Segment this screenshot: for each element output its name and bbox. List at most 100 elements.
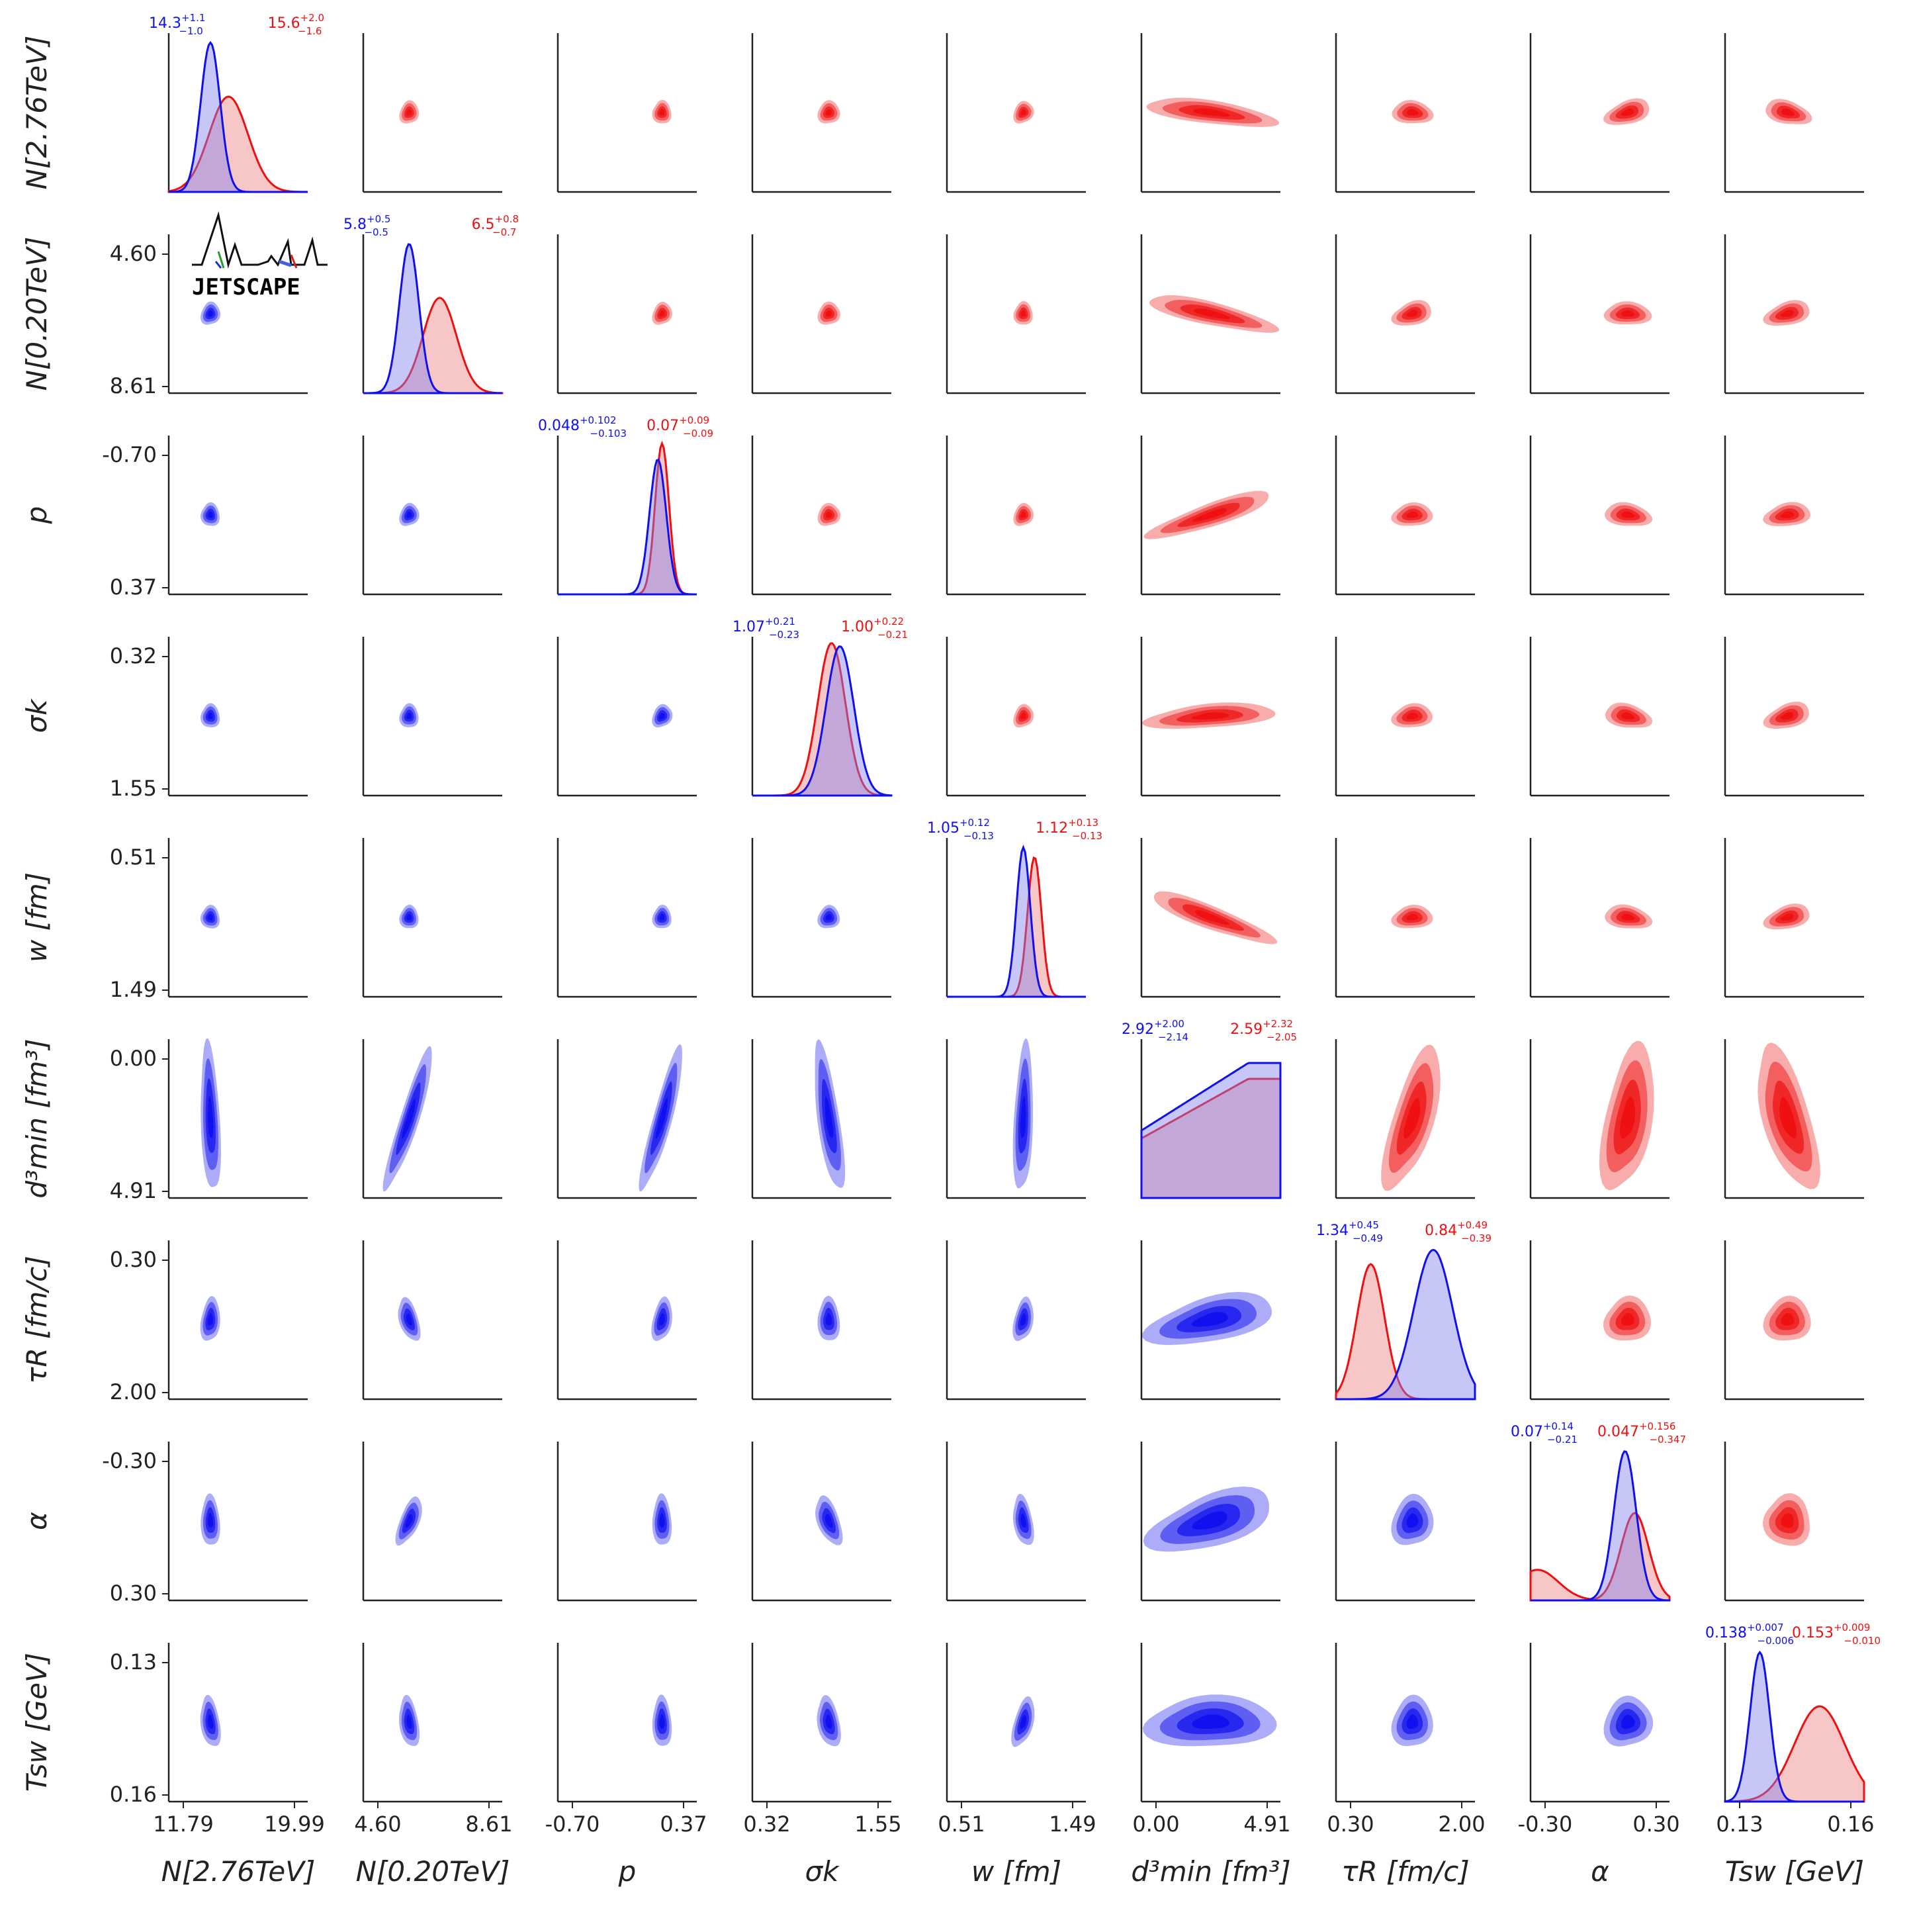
marginal-red-N276: [167, 95, 308, 193]
panel-N276-vs-tauR: [1335, 33, 1475, 193]
panel-Tsw-vs-tauR: [1335, 1643, 1475, 1803]
estimate-red-plus: +0.156: [1639, 1420, 1676, 1432]
panel-w-vs-Tsw: [1724, 838, 1864, 998]
panel-3-7-contour-4: [1621, 712, 1635, 719]
panel-N020-vs-N020: 5.8+0.5 −0.5 6.5+0.8 −0.7: [343, 213, 519, 394]
x-axis-label-tauR: τR [fm/c]: [1341, 1855, 1470, 1888]
marginal-blue-dmin: [1140, 1062, 1282, 1199]
y-tick-label-p-0: -0.70: [102, 442, 157, 467]
x-axis-label-p: p: [618, 1855, 637, 1888]
panel-0-7-contour-4: [1621, 109, 1634, 116]
panel-p-vs-sigk: [751, 436, 891, 596]
estimate-blue-p: 0.048+0.102 −0.103: [538, 414, 627, 439]
y-axis-label-tauR: τR [fm/c]: [21, 1256, 53, 1384]
panel-N276-vs-alpha: [1529, 33, 1669, 193]
panel-tauR-vs-N276: [167, 1240, 308, 1401]
panel-dmin-vs-p: [556, 1039, 697, 1199]
y-tick-label-tauR-0: 0.30: [110, 1247, 157, 1272]
panel-alpha-vs-alpha: 0.07+0.14 −0.21 0.047+0.156 −0.347: [1511, 1420, 1686, 1602]
estimate-red-alpha: 0.047+0.156 −0.347: [1597, 1420, 1686, 1446]
estimate-blue-minus: −0.5: [364, 226, 388, 238]
panel-p-vs-alpha: [1529, 436, 1669, 596]
estimate-red-minus: −1.6: [298, 25, 322, 37]
panel-p-vs-N276: [167, 436, 308, 596]
panel-N276-vs-N020: [362, 33, 502, 193]
panel-dmin-vs-N276: [167, 1038, 308, 1199]
panel-4-0-contour-4: [207, 913, 213, 921]
jetscape-logo-text: JETSCAPE: [192, 274, 300, 300]
estimate-blue-value: 1.05: [927, 820, 959, 837]
panel-Tsw-vs-N020: [362, 1643, 502, 1803]
x-tick-label-N276-1: 19.99: [264, 1812, 325, 1837]
marginal-red-dmin: [1140, 1078, 1282, 1199]
panel-Tsw-vs-N276: [167, 1643, 308, 1803]
panel-N276-vs-dmin: [1140, 33, 1280, 193]
panel-4-8-contour-4: [1781, 913, 1794, 921]
estimate-red-minus: −0.010: [1844, 1635, 1881, 1647]
estimate-red-value: 1.12: [1036, 820, 1068, 837]
panel-p-vs-Tsw: [1724, 436, 1864, 596]
y-axis-label-Tsw: Tsw [GeV]: [21, 1653, 53, 1792]
panel-tauR-vs-N020: [362, 1240, 502, 1401]
panel-2-1-contour-4: [406, 511, 412, 518]
panel-7-0-contour-4: [207, 1513, 214, 1528]
estimate-red-plus: +0.13: [1068, 817, 1098, 829]
y-axis-label-p: p: [21, 506, 53, 525]
estimate-red-value: 0.047: [1597, 1424, 1639, 1440]
estimate-blue-plus: +0.21: [765, 616, 795, 627]
panel-7-6-contour-4: [1406, 1513, 1419, 1528]
panel-N276-vs-N276: 14.3+1.1 −1.0 15.6+2.0 −1.6: [149, 12, 324, 193]
panel-8-3-contour-4: [825, 1714, 832, 1729]
panel-7-2-contour-4: [659, 1513, 665, 1528]
panel-alpha-vs-Tsw: [1724, 1442, 1864, 1602]
panel-N020-vs-Tsw: [1724, 234, 1864, 394]
panel-4-1-contour-4: [406, 913, 412, 921]
y-tick-label-N020-0: 4.60: [110, 241, 157, 266]
y-tick-label-sigk-0: 0.32: [110, 643, 157, 668]
x-axis-label-alpha: α: [1591, 1855, 1609, 1888]
estimate-blue-sigk: 1.07+0.21 −0.23: [733, 616, 799, 641]
estimate-blue-value: 0.048: [538, 418, 580, 434]
panel-sigk-vs-p: [556, 637, 697, 797]
estimate-red-minus: −2.05: [1267, 1031, 1297, 1043]
y-tick-label-Tsw-1: 0.16: [110, 1782, 157, 1807]
panel-7-5-contour-4: [1192, 1511, 1227, 1530]
panel-4-3-contour-4: [825, 913, 832, 921]
panel-6-2-contour-4: [659, 1313, 665, 1326]
y-tick-label-alpha-0: -0.30: [102, 1448, 157, 1473]
panel-7-1-contour-4: [405, 1514, 413, 1528]
estimate-blue-N020: 5.8+0.5 −0.5: [343, 213, 390, 238]
x-tick-label-N020-1: 8.61: [465, 1812, 512, 1837]
jetscape-logo-peaks: [192, 211, 328, 269]
estimate-blue-minus: −0.21: [1547, 1434, 1578, 1446]
panel-p-vs-dmin: [1140, 436, 1280, 596]
panel-N276-vs-sigk: [751, 33, 891, 193]
estimate-red-minus: −0.347: [1649, 1434, 1686, 1446]
marginal-red-alpha: [1529, 1512, 1671, 1602]
marginal-red-p: [558, 440, 697, 596]
panel-tauR-vs-w: [946, 1240, 1086, 1401]
estimate-red-plus: +0.22: [873, 616, 904, 627]
x-tick-label-sigk-0: 0.32: [743, 1812, 790, 1837]
jetscape-logo-blue-bar: [279, 259, 292, 267]
panel-Tsw-vs-alpha: [1529, 1643, 1669, 1803]
panel-p-vs-N020: [362, 436, 502, 596]
jetscape-logo-red-jet: [290, 254, 298, 269]
estimate-blue-value: 1.07: [733, 619, 765, 635]
estimate-blue-value: 14.3: [149, 15, 181, 32]
estimate-red-minus: −0.09: [683, 428, 713, 439]
panel-4-2-contour-4: [659, 913, 665, 921]
panel-w-vs-p: [556, 838, 697, 998]
panel-5-7-contour-4: [1619, 1097, 1636, 1139]
jetscape-logo-blue-jet: [214, 261, 222, 269]
panel-6-1-contour-4: [406, 1313, 413, 1326]
x-axis-label-N276: N[2.76TeV]: [161, 1855, 316, 1888]
estimate-red-value: 0.07: [646, 418, 679, 434]
panel-5-1-contour-4: [402, 1098, 416, 1139]
panel-1-7-contour-4: [1621, 310, 1635, 317]
panel-0-5-contour-4: [1192, 108, 1230, 117]
panel-5-6-contour-4: [1403, 1097, 1421, 1139]
x-tick-label-dmin-1: 4.91: [1243, 1812, 1290, 1837]
y-tick-label-sigk-1: 1.55: [110, 776, 157, 801]
